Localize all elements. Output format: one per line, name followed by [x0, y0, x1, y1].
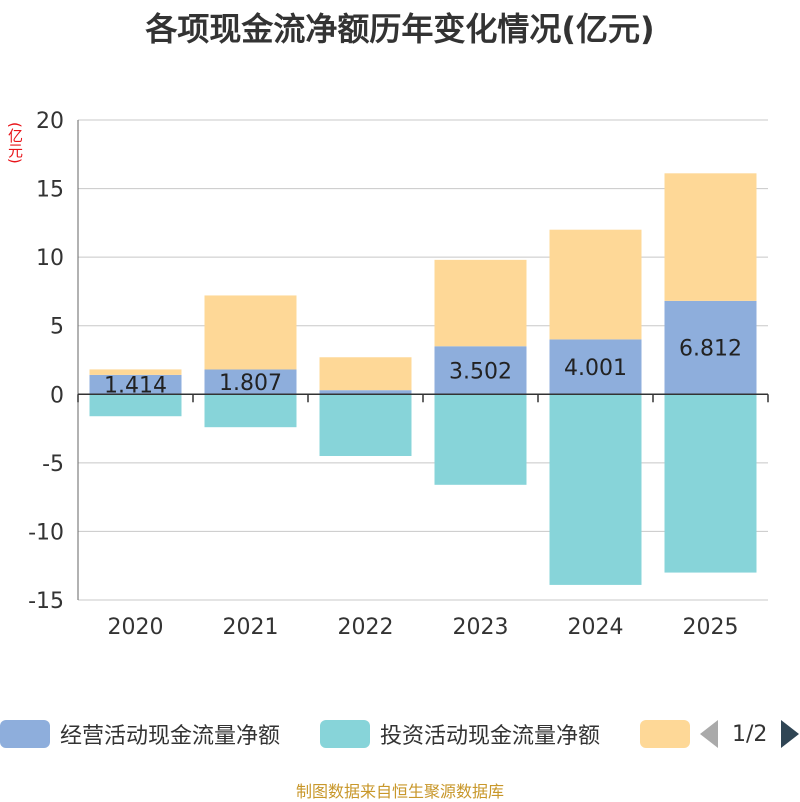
x-tick-label: 2023	[453, 615, 509, 640]
legend-page-indicator: 1/2	[732, 721, 768, 747]
bar-2021-series-0	[204, 369, 297, 395]
legend: 经营活动现金流量净额 投资活动现金流量净额 1/2	[0, 716, 800, 752]
legend-label-operating: 经营活动现金流量净额	[60, 724, 281, 749]
legend-swatch-investing	[320, 720, 370, 748]
y-tick-label: 15	[36, 178, 64, 203]
x-tick-label: 2025	[683, 615, 739, 640]
x-tick-label: 2021	[223, 615, 279, 640]
x-tick-label: 2022	[338, 615, 394, 640]
bar-2021-series-2	[204, 295, 297, 370]
y-tick-label: -15	[28, 589, 64, 614]
y-tick-label: -5	[42, 452, 64, 477]
bar-2022-series-0	[319, 390, 412, 395]
legend-next-arrow-icon[interactable]	[781, 720, 800, 748]
legend-label-investing: 投资活动现金流量净额	[380, 724, 601, 749]
y-tick-label: -10	[28, 520, 64, 545]
x-tick-label: 2024	[568, 615, 624, 640]
data-label: 3.502	[449, 359, 512, 384]
bar-2022-series-1	[319, 394, 412, 456]
legend-item-operating[interactable]: 经营活动现金流量净额	[0, 716, 280, 752]
chart-title: 各项现金流净额历年变化情况(亿元)	[145, 10, 655, 48]
y-tick-label: 20	[36, 109, 64, 134]
bar-2023-series-0	[434, 346, 527, 395]
bar-2024-series-1	[549, 394, 642, 585]
legend-item-investing[interactable]: 投资活动现金流量净额	[320, 716, 600, 752]
bar-2020-series-1	[89, 394, 182, 417]
legend-swatch-financing	[640, 720, 690, 748]
bar-2025-series-2	[664, 173, 757, 301]
bar-2025-series-1	[664, 394, 757, 573]
y-tick-label: 0	[50, 383, 64, 408]
bar-2025-series-0	[664, 300, 757, 395]
data-label: 1.807	[219, 371, 282, 396]
bar-2023-series-1	[434, 394, 527, 485]
y-tick-label: 10	[36, 246, 64, 271]
bar-2024-series-0	[549, 339, 642, 395]
bar-2021-series-1	[204, 394, 297, 428]
y-axis-unit-label: (亿元)	[6, 122, 24, 164]
data-label: 4.001	[564, 356, 627, 381]
bar-2020-series-2	[89, 369, 182, 375]
legend-swatch-operating	[0, 720, 50, 748]
legend-prev-arrow-icon[interactable]	[700, 720, 718, 748]
bar-2023-series-2	[434, 259, 527, 347]
bar-2020-series-0	[89, 374, 182, 395]
legend-pager: 1/2	[700, 716, 800, 752]
x-tick-label: 2020	[108, 615, 164, 640]
data-source-footer: 制图数据来自恒生聚源数据库	[295, 782, 504, 801]
data-label: 6.812	[679, 337, 742, 362]
legend-item-financing[interactable]	[640, 716, 700, 752]
y-tick-label: 5	[50, 315, 64, 340]
bar-2024-series-2	[549, 229, 642, 340]
bar-2022-series-2	[319, 357, 412, 391]
